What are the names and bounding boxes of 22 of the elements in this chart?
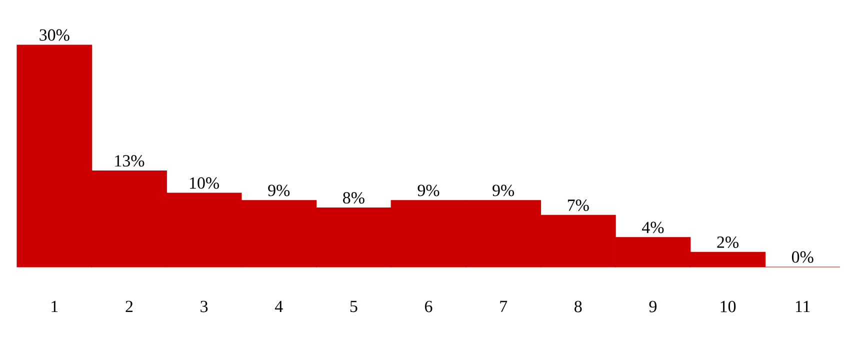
- data-label: 0%: [792, 251, 814, 263]
- x-tick-label: 10: [720, 300, 736, 312]
- x-tick-label: 8: [574, 300, 582, 312]
- data-label: 9%: [418, 184, 440, 196]
- data-label: 2%: [717, 236, 738, 248]
- x-tick-label: 9: [649, 300, 657, 312]
- data-label: 13%: [115, 155, 144, 167]
- x-tick-label: 6: [425, 300, 432, 312]
- x-tick-label: 2: [126, 300, 133, 312]
- data-label: 9%: [492, 184, 514, 196]
- x-tick-label: 4: [274, 300, 283, 312]
- x-tick-label: 3: [200, 300, 208, 312]
- data-label: 10%: [190, 177, 219, 189]
- data-label: 4%: [642, 222, 664, 234]
- x-tick-label: 5: [350, 300, 358, 312]
- x-tick-label: 11: [796, 300, 810, 312]
- x-tick-label: 7: [500, 300, 508, 312]
- data-label: 7%: [568, 200, 589, 211]
- data-label: 30%: [40, 29, 70, 41]
- data-label: 8%: [343, 192, 364, 204]
- data-label: 9%: [268, 184, 290, 196]
- x-tick-label: 1: [52, 300, 58, 312]
